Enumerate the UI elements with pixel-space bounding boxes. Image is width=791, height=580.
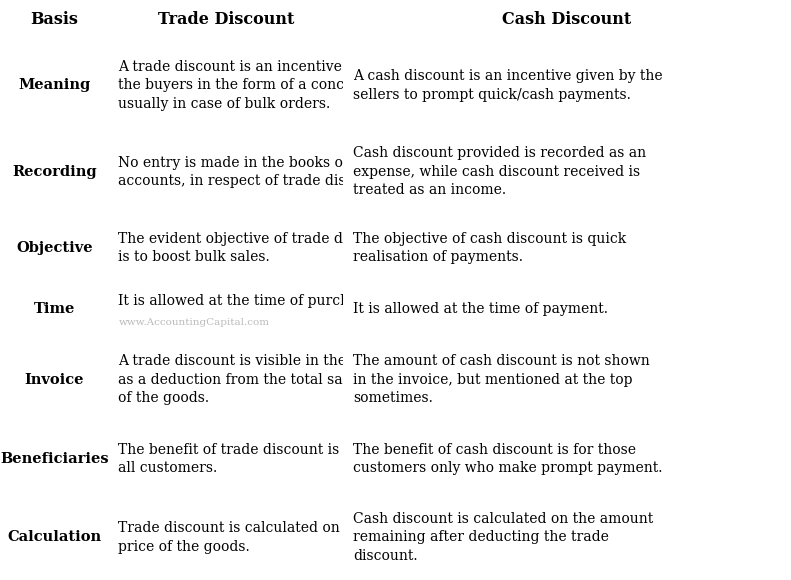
Text: No entry is made in the books of
accounts, in respect of trade discount.: No entry is made in the books of account…	[119, 155, 390, 188]
Text: Beneficiaries: Beneficiaries	[0, 452, 109, 466]
Bar	[343, 39, 791, 131]
Bar	[109, 335, 343, 424]
Bar	[0, 212, 109, 283]
Text: Invoice: Invoice	[25, 372, 85, 386]
Text: The amount of cash discount is not shown
in the invoice, but mentioned at the to: The amount of cash discount is not shown…	[354, 354, 650, 405]
Bar	[0, 335, 109, 424]
Bar	[0, 131, 109, 212]
Text: Objective: Objective	[17, 241, 93, 255]
Text: Meaning: Meaning	[18, 78, 91, 92]
Bar	[343, 212, 791, 283]
Bar	[109, 495, 343, 580]
Bar	[0, 495, 109, 580]
Bar	[109, 39, 343, 131]
Bar	[109, 424, 343, 495]
Bar	[109, 131, 343, 212]
Text: The objective of cash discount is quick
realisation of payments.: The objective of cash discount is quick …	[354, 231, 626, 264]
Text: The benefit of trade discount is given to
all customers.: The benefit of trade discount is given t…	[119, 443, 401, 476]
Text: A trade discount is visible in the invoice
as a deduction from the total sale pr: A trade discount is visible in the invoi…	[119, 354, 401, 405]
Text: Cash discount provided is recorded as an
expense, while cash discount received i: Cash discount provided is recorded as an…	[354, 146, 646, 197]
Bar	[343, 424, 791, 495]
Bar	[109, 0, 343, 39]
Bar	[0, 283, 109, 335]
Text: Cash Discount: Cash Discount	[502, 11, 631, 28]
Bar	[343, 0, 791, 39]
Bar	[109, 212, 343, 283]
Text: It is allowed at the time of payment.: It is allowed at the time of payment.	[354, 302, 608, 316]
Bar	[109, 283, 343, 335]
Bar	[343, 283, 791, 335]
Text: Time: Time	[34, 302, 75, 316]
Bar	[0, 424, 109, 495]
Text: Recording: Recording	[13, 165, 97, 179]
Text: Calculation: Calculation	[8, 530, 101, 544]
Text: A cash discount is an incentive given by the
sellers to prompt quick/cash paymen: A cash discount is an incentive given by…	[354, 69, 663, 102]
Text: Trade Discount: Trade Discount	[157, 11, 294, 28]
Text: Trade discount is calculated on the sale
price of the goods.: Trade discount is calculated on the sale…	[119, 521, 400, 553]
Text: www.AccountingCapital.com: www.AccountingCapital.com	[119, 318, 270, 327]
Bar	[343, 335, 791, 424]
Text: A trade discount is an incentive given to
the buyers in the form of a concession: A trade discount is an incentive given t…	[119, 60, 403, 111]
Text: Basis: Basis	[31, 11, 78, 28]
Bar	[0, 0, 109, 39]
Bar	[343, 495, 791, 580]
Text: The evident objective of trade discount
is to boost bulk sales.: The evident objective of trade discount …	[119, 231, 395, 264]
Text: The benefit of cash discount is for those
customers only who make prompt payment: The benefit of cash discount is for thos…	[354, 443, 663, 476]
Bar	[343, 131, 791, 212]
Bar	[0, 39, 109, 131]
Text: Cash discount is calculated on the amount
remaining after deducting the trade
di: Cash discount is calculated on the amoun…	[354, 512, 653, 563]
Text: It is allowed at the time of purchase.: It is allowed at the time of purchase.	[119, 295, 377, 309]
